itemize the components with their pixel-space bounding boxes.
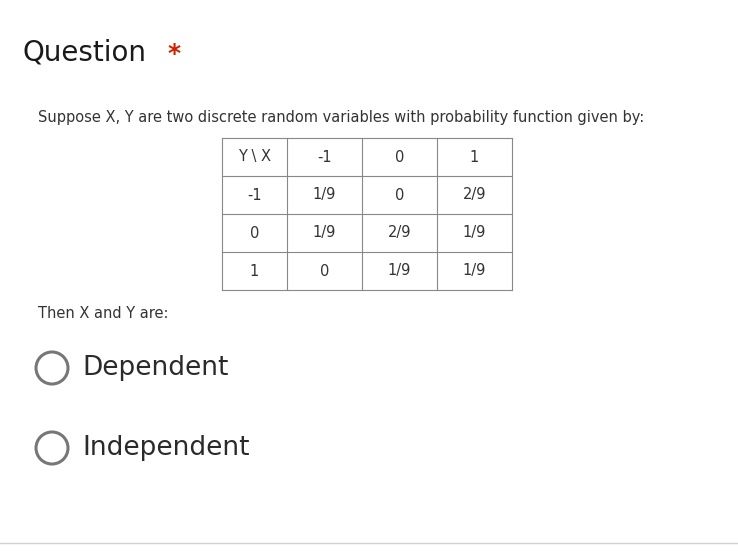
Text: Y \ X: Y \ X: [238, 150, 271, 165]
Text: 0: 0: [395, 187, 404, 202]
Text: 1/9: 1/9: [313, 187, 337, 202]
Text: 0: 0: [249, 226, 259, 241]
Text: Dependent: Dependent: [82, 355, 228, 381]
Text: Suppose X, Y are two discrete random variables with probability function given b: Suppose X, Y are two discrete random var…: [38, 110, 644, 125]
Text: 1/9: 1/9: [463, 226, 486, 241]
Text: *: *: [168, 42, 181, 66]
Text: Then X and Y are:: Then X and Y are:: [38, 306, 168, 321]
Text: 2/9: 2/9: [463, 187, 486, 202]
Text: 2/9: 2/9: [387, 226, 411, 241]
Text: 1: 1: [470, 150, 479, 165]
Text: 1: 1: [250, 264, 259, 279]
Text: -1: -1: [317, 150, 332, 165]
Text: Question: Question: [22, 38, 146, 66]
Text: Independent: Independent: [82, 435, 249, 461]
Text: 0: 0: [320, 264, 329, 279]
Text: 1/9: 1/9: [387, 264, 411, 279]
Text: 1/9: 1/9: [463, 264, 486, 279]
Text: 0: 0: [395, 150, 404, 165]
Text: 1/9: 1/9: [313, 226, 337, 241]
Text: -1: -1: [247, 187, 262, 202]
